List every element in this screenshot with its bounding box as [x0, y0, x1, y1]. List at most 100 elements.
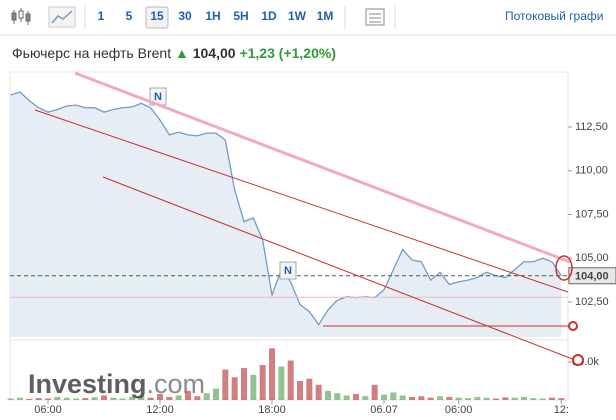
volume-bar	[241, 368, 248, 400]
volume-bar	[101, 395, 108, 400]
volume-bar	[539, 398, 546, 400]
volume-bar	[362, 396, 369, 400]
volume-bar	[446, 396, 453, 400]
interval-button[interactable]: 30	[178, 9, 192, 23]
volume-bar	[390, 392, 397, 400]
volume-bar	[343, 395, 350, 400]
drawings	[34, 71, 584, 366]
volume-bar	[549, 397, 556, 400]
volume-bar	[269, 348, 276, 400]
interval-button[interactable]: 1W	[288, 9, 307, 23]
volume-bar	[82, 398, 89, 400]
y-tick-label: 102,50	[575, 296, 609, 308]
trend-line[interactable]	[34, 109, 569, 293]
volume-bar	[409, 396, 416, 400]
x-tick-label: 12:00	[146, 404, 174, 416]
volume-bar	[35, 398, 42, 400]
volume-bar	[73, 398, 80, 400]
volume-bar	[511, 397, 518, 400]
volume-bar	[399, 395, 406, 400]
trend-line[interactable]	[74, 71, 571, 264]
streaming-link[interactable]: Потоковый графи	[505, 9, 603, 23]
x-tick-label: 06:00	[34, 404, 62, 416]
volume-bar	[54, 396, 61, 400]
selected-interval[interactable]	[145, 6, 169, 29]
plot: 102,50105,00107,50110,00112,5050.0k104,0…	[7, 91, 616, 416]
drawing-handle[interactable]	[555, 255, 573, 281]
x-tick-label: 12:	[554, 404, 569, 416]
watermark-domain: .com	[147, 369, 206, 399]
toolbar	[0, 0, 616, 35]
x-tick-label: 06.07	[370, 404, 398, 416]
volume-bar	[530, 398, 537, 400]
volume-bar	[7, 398, 14, 400]
volume-bar	[129, 396, 136, 400]
volume-bar	[381, 394, 388, 400]
interval-button[interactable]: 1	[98, 9, 105, 23]
instrument-name: Фьючерс на нефть Brent	[12, 45, 171, 61]
chart-header: Фьючерс на нефть Brent ▲ 104,00 +1,23 (+…	[12, 45, 336, 61]
volume-bar	[437, 396, 444, 400]
volume-bar	[474, 396, 481, 400]
volume-bar	[63, 397, 70, 400]
volume-bar	[185, 390, 192, 400]
volume-bar	[465, 398, 472, 400]
x-tick-label: 18:00	[258, 404, 286, 416]
trend-line[interactable]	[102, 176, 576, 361]
price: 104,00	[193, 45, 236, 61]
volume-bar	[250, 374, 257, 400]
last-price-box	[568, 267, 616, 285]
volume-bar	[231, 377, 238, 400]
volume-bar	[334, 393, 341, 400]
volume-bar	[558, 398, 565, 400]
volume-bar	[278, 366, 285, 400]
drawing-handle[interactable]	[568, 321, 578, 331]
volume-bar	[297, 381, 304, 400]
volume-bar	[259, 365, 266, 400]
volume-bar	[483, 397, 490, 400]
volume-bar	[175, 395, 182, 400]
news-marker-label: N	[154, 91, 162, 103]
last-price-label: 104,00	[575, 271, 609, 283]
volume-bar	[91, 397, 98, 400]
volume-bar	[287, 360, 294, 400]
volume-bar	[418, 396, 425, 400]
y-tick-label: 105,00	[575, 252, 609, 264]
watermark-brand: Investing	[28, 369, 147, 399]
interval-button[interactable]: 1D	[261, 9, 277, 23]
volume-bar	[455, 397, 462, 400]
news-marker-label: N	[284, 265, 292, 277]
volume-bar	[353, 393, 360, 400]
volume-bar	[493, 398, 500, 400]
y-tick-label: 107,50	[575, 208, 609, 220]
indicator-icon[interactable]	[365, 8, 385, 26]
volume-bar	[521, 396, 528, 400]
volume-bar	[194, 396, 201, 400]
watermark: Investing.com	[28, 369, 205, 399]
up-arrow: ▲	[175, 45, 189, 61]
interval-button[interactable]: 5	[126, 9, 133, 23]
volume-bar	[119, 398, 126, 400]
drawing-handle[interactable]	[572, 354, 584, 366]
y-tick-label: 112,50	[575, 121, 608, 133]
area-icon[interactable]	[48, 6, 76, 28]
volume-bar	[203, 393, 210, 400]
volume-bar	[325, 390, 332, 400]
volume-bar	[157, 393, 164, 400]
interval-button[interactable]: 1M	[317, 9, 334, 23]
volume-bar	[45, 398, 52, 400]
volume-bar	[427, 397, 434, 400]
volume-bar	[306, 378, 313, 400]
volume-bar	[26, 398, 33, 400]
volume-bar	[502, 397, 509, 400]
y-tick-label: 110,00	[575, 165, 608, 177]
change: +1,23	[239, 45, 275, 61]
candle-icon[interactable]	[11, 8, 31, 25]
interval-button[interactable]: 15	[150, 9, 164, 23]
volume-bar	[371, 384, 378, 400]
news-marker[interactable]: N	[279, 261, 297, 280]
interval-button[interactable]: 5H	[233, 9, 248, 23]
volume-bar	[110, 397, 117, 400]
interval-button[interactable]: 1H	[205, 9, 220, 23]
